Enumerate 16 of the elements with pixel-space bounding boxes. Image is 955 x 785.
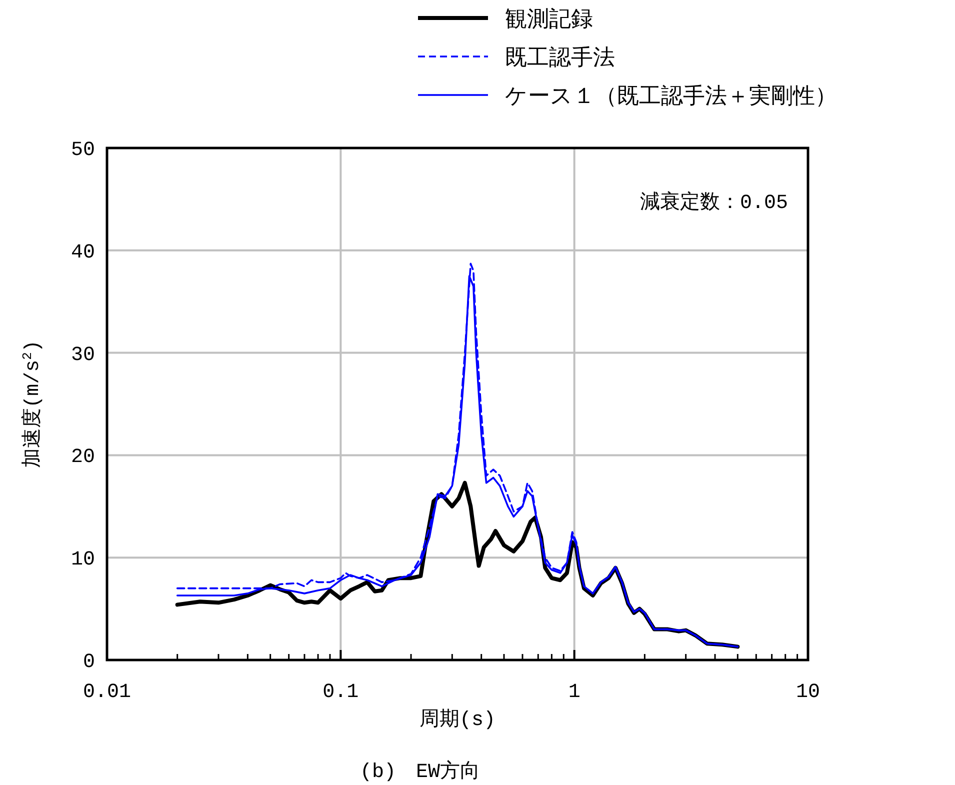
legend-label: 既工認手法	[505, 46, 615, 72]
text: (b) EW方向	[360, 759, 480, 784]
x-tick-label: 0.1	[322, 681, 359, 704]
y-tick-label: 30	[70, 344, 95, 367]
annotation: 減衰定数：0.05	[640, 191, 788, 215]
legend-label: ケース１（既工認手法＋実剛性）	[505, 84, 837, 110]
legend-label: 観測記録	[505, 7, 593, 33]
y-tick-label: 50	[70, 139, 95, 162]
x-axis-title: 周期(s)	[419, 708, 496, 732]
y-tick-label: 0	[82, 651, 95, 674]
y-tick-label: 20	[70, 446, 95, 470]
x-tick-label: 1	[568, 681, 580, 704]
y-tick-label: 10	[70, 548, 95, 572]
y-tick-label: 40	[70, 241, 95, 264]
x-tick-label: 0.01	[82, 681, 132, 704]
x-tick-label: 10	[796, 681, 820, 704]
